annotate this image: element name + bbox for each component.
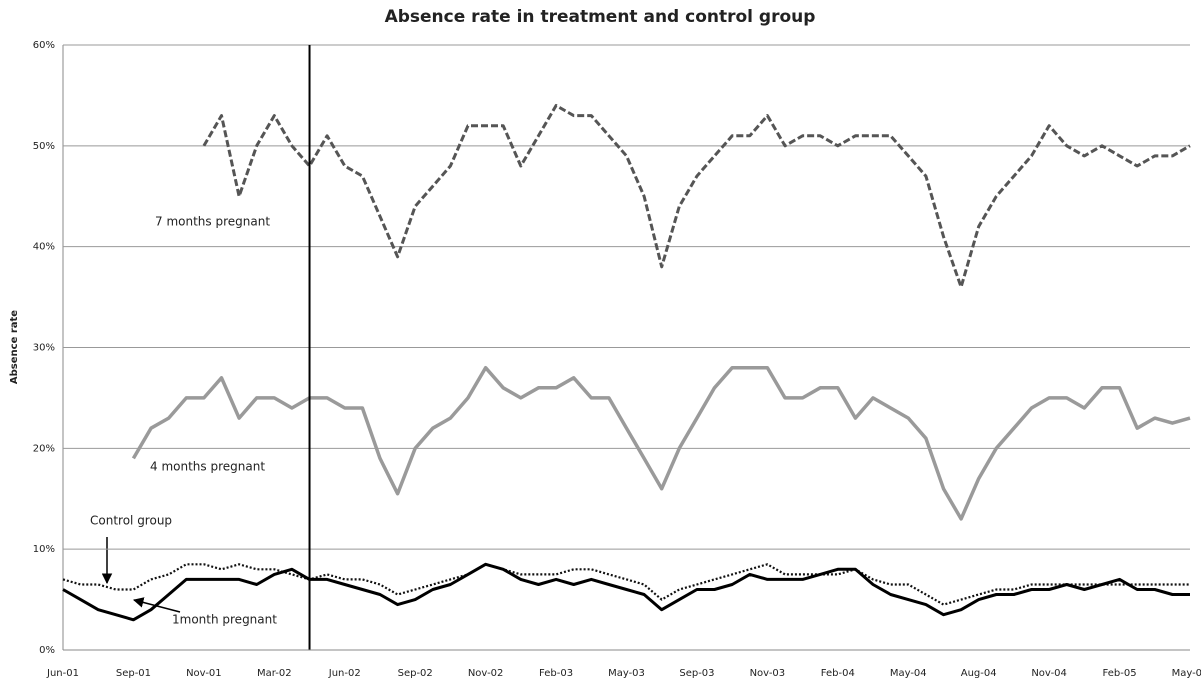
y-axis-label: Absence rate (9, 310, 20, 384)
y-tick-label: 20% (33, 443, 55, 454)
series-label: 1month pregnant (172, 613, 277, 627)
x-tick-label: May-03 (608, 668, 645, 679)
series-line (62, 563, 1190, 606)
y-tick-label: 50% (33, 141, 55, 152)
series-label: Control group (90, 514, 172, 528)
x-tick-label: May-05 (1172, 668, 1201, 679)
x-tick-label: Feb-03 (539, 668, 573, 679)
y-tick-label: 10% (33, 544, 55, 555)
x-tick-label: Nov-01 (186, 668, 222, 679)
x-tick-label: Feb-05 (1103, 668, 1137, 679)
x-tick-label: Feb-04 (821, 668, 855, 679)
x-tick-label: Jun-02 (328, 668, 361, 679)
series-label: 7 months pregnant (155, 215, 270, 229)
series-line (202, 104, 1191, 289)
x-tick-label: May-04 (890, 668, 927, 679)
x-tick-label: Sep-01 (116, 668, 151, 679)
y-tick-label: 30% (33, 343, 55, 354)
y-tick-label: 0% (39, 645, 55, 656)
series-line (131, 365, 1191, 521)
x-tick-label: Sep-03 (679, 668, 714, 679)
x-tick-label: Nov-04 (1031, 668, 1067, 679)
y-tick-label: 40% (33, 242, 55, 253)
series-line (62, 562, 1190, 622)
series-label: 4 months pregnant (150, 460, 265, 474)
x-tick-label: Sep-02 (398, 668, 433, 679)
x-tick-label: Nov-02 (468, 668, 504, 679)
x-tick-label: Nov-03 (750, 668, 786, 679)
x-tick-label: Mar-02 (257, 668, 292, 679)
y-tick-label: 60% (33, 40, 55, 51)
chart-title: Absence rate in treatment and control gr… (385, 7, 816, 27)
x-tick-label: Jun-01 (46, 668, 79, 679)
x-tick-label: Aug-04 (961, 668, 997, 679)
